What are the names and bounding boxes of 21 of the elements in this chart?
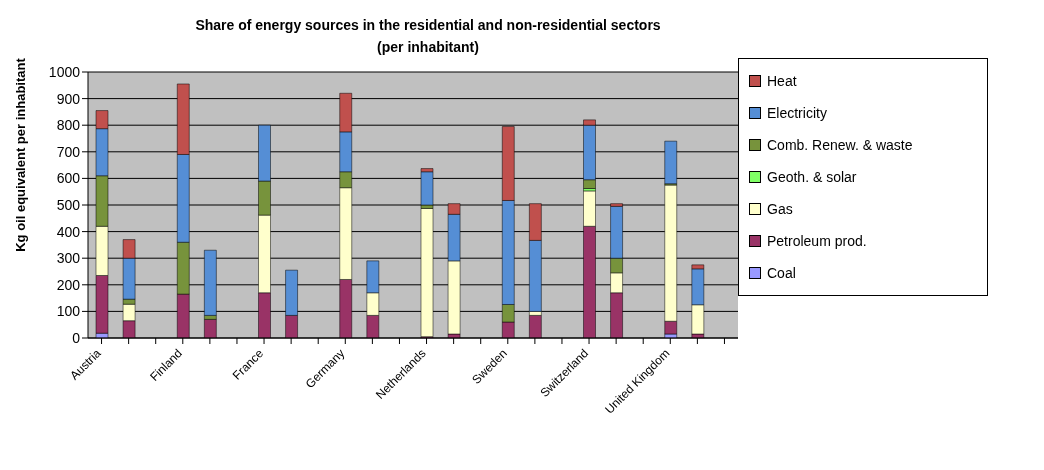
y-tick-label: 300 bbox=[56, 250, 81, 267]
legend-label: Comb. Renew. & waste bbox=[767, 137, 913, 153]
chart-subtitle: (per inhabitant) bbox=[376, 38, 480, 57]
legend-label: Geoth. & solar bbox=[767, 169, 857, 185]
y-tick-label: 900 bbox=[56, 90, 81, 107]
y-tick-label: 0 bbox=[72, 329, 81, 346]
y-tick-label: 800 bbox=[56, 117, 81, 134]
chart-title: Share of energy sources in the residential and non-residential sectors bbox=[194, 16, 662, 35]
y-tick-label: 700 bbox=[56, 143, 81, 160]
legend-label: Electricity bbox=[767, 105, 827, 121]
legend-label: Petroleum prod. bbox=[767, 233, 867, 249]
y-tick-label: 600 bbox=[56, 170, 81, 187]
y-tick-label: 100 bbox=[56, 303, 81, 320]
legend-label: Heat bbox=[767, 73, 797, 89]
y-axis-title: Kg oil equivalent per inhabitant bbox=[12, 57, 28, 252]
y-tick-label: 400 bbox=[56, 223, 81, 240]
y-tick-label: 1000 bbox=[48, 63, 81, 80]
y-tick-label: 500 bbox=[56, 196, 81, 213]
legend-label: Coal bbox=[767, 265, 796, 281]
legend-label: Gas bbox=[767, 201, 793, 217]
y-tick-label: 200 bbox=[56, 276, 81, 293]
